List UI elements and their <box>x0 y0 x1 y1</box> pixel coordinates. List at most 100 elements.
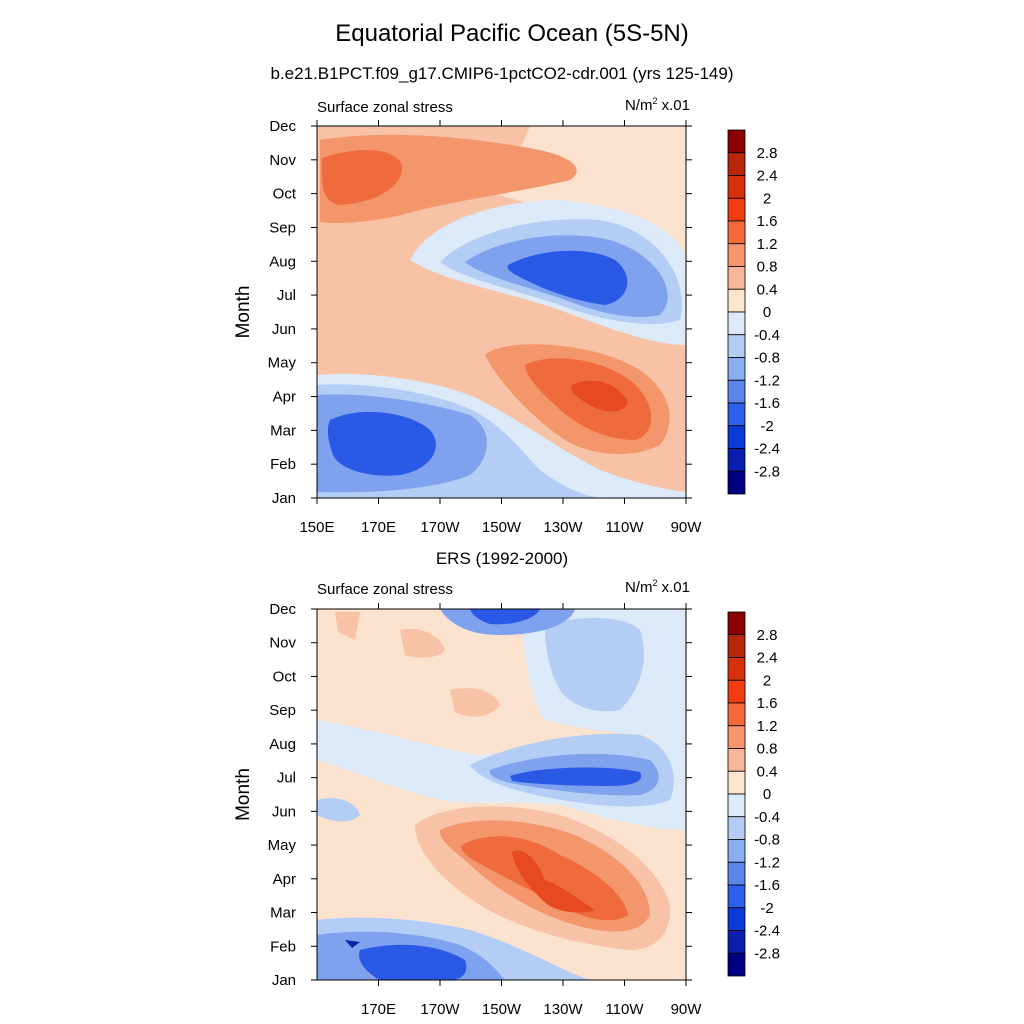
colorbar-swatch <box>727 839 746 863</box>
y-tick-label: Mar <box>270 422 296 439</box>
colorbar-label: 0 <box>763 786 771 803</box>
colorbar-swatch <box>727 770 746 795</box>
colorbar-swatch <box>727 930 746 954</box>
colorbar-swatch <box>727 129 746 154</box>
y-tick-label: Apr <box>273 389 296 406</box>
panel2-neg-bottom-core <box>359 944 467 980</box>
colorbar-label: -1.6 <box>754 395 780 412</box>
y-tick-label: Jan <box>272 490 296 507</box>
panel2-pos-core <box>512 850 595 913</box>
y-tick-label: Jul <box>277 287 296 304</box>
colorbar-swatch <box>727 907 746 931</box>
colorbar-swatch <box>727 220 746 245</box>
y-tick-label: Mar <box>270 905 296 922</box>
panel2-neg-bottom-spot <box>345 940 360 948</box>
colorbar-swatch <box>727 357 746 381</box>
y-tick-label: Oct <box>273 668 297 685</box>
colorbar-swatch <box>727 311 746 336</box>
colorbar-swatch <box>727 379 746 404</box>
y-axis-label: Month <box>233 768 254 821</box>
colorbar-label: -0.8 <box>754 832 780 849</box>
colorbar-label: 1.6 <box>757 213 778 230</box>
y-tick-label: Aug <box>269 736 296 753</box>
colorbar-swatch <box>727 861 746 886</box>
panel2-colorbar: 2.8 2.4 2 1.6 1.2 0.8 0.4 0 -0.4 -0.8 -1.2 -1.6 -2 -2… <box>727 611 780 977</box>
x-tick-label: 130W <box>543 519 583 536</box>
y-tick-label: Feb <box>270 456 296 473</box>
y-tick-label: Aug <box>269 253 296 270</box>
y-tick-label: Nov <box>269 635 296 652</box>
colorbar-swatch <box>727 470 746 495</box>
panel2-neg-patch <box>317 798 360 822</box>
x-tick-label: 130W <box>543 1001 583 1018</box>
panel2-neg-upper-mid <box>545 618 644 712</box>
colorbar-swatch <box>727 197 746 222</box>
x-tick-label: 150W <box>482 519 522 536</box>
x-tick-label: 90W <box>671 1001 703 1018</box>
colorbar-label: 1.2 <box>757 236 778 253</box>
panel1-contour-field <box>317 126 686 498</box>
y-tick-label: Jan <box>272 972 296 989</box>
y-tick-label: Feb <box>270 938 296 955</box>
panel2-neg-jul-core <box>510 767 642 786</box>
x-tick-label: 170E <box>361 1001 396 1018</box>
colorbar-swatch <box>727 611 746 636</box>
y-tick-label: May <box>268 355 297 372</box>
colorbar-label: -2.8 <box>754 463 780 480</box>
y-tick-label: Apr <box>273 871 296 888</box>
colorbar-label: 1.2 <box>757 718 778 735</box>
colorbar-label: 0 <box>763 304 771 321</box>
colorbar-swatch <box>727 402 746 427</box>
colorbar-label: 0.8 <box>757 741 778 758</box>
colorbar-label: -0.8 <box>754 350 780 367</box>
y-axis-label: Month <box>233 286 254 339</box>
panel1-pos-core-upper <box>321 149 403 205</box>
colorbar-label: 2.8 <box>757 627 778 644</box>
y-tick-label: May <box>268 837 297 854</box>
colorbar-swatch <box>727 816 746 840</box>
y-tick-label: Oct <box>273 186 297 203</box>
panel1-axes: Jan Feb Mar Apr May Jun Jul Aug Sep Oct Nov Dec Mont… <box>233 118 702 536</box>
x-tick-label: 150E <box>299 519 334 536</box>
colorbar-swatch <box>727 425 746 449</box>
colorbar-label: -1.2 <box>754 372 780 389</box>
x-tick-label: 170E <box>361 519 396 536</box>
figure-title: Equatorial Pacific Ocean (5S-5N) <box>335 20 689 47</box>
x-tick-label: 150W <box>482 1001 522 1018</box>
colorbar-label: -1.6 <box>754 877 780 894</box>
colorbar-label: -2.4 <box>754 923 780 940</box>
colorbar-swatch <box>727 748 746 772</box>
y-tick-label: Sep <box>269 702 296 719</box>
colorbar-label: -1.2 <box>754 854 780 871</box>
panel2-pos-patch <box>450 688 500 717</box>
figure-subtitle: b.e21.B1PCT.f09_g17.CMIP6-1pctCO2-cdr.00… <box>270 64 734 83</box>
colorbar-label: 2.4 <box>757 650 778 667</box>
panel2-left-string: Surface zonal stress <box>317 581 453 598</box>
colorbar-label: -0.4 <box>754 809 780 826</box>
colorbar-label: 2 <box>763 672 771 689</box>
y-tick-label: Dec <box>269 118 296 135</box>
colorbar-swatch <box>727 152 746 176</box>
colorbar-label: -0.4 <box>754 327 780 344</box>
panel2-contour-field <box>317 609 686 980</box>
x-tick-label: 170W <box>420 519 460 536</box>
panel2-pos-patch <box>400 628 445 658</box>
colorbar-label: -2 <box>760 418 773 435</box>
y-tick-label: Sep <box>269 219 296 236</box>
colorbar-swatch <box>727 702 746 727</box>
x-tick-label: 110W <box>605 519 644 536</box>
colorbar-swatch <box>727 634 746 658</box>
panel2-pos-lobe-inner <box>461 836 628 921</box>
panel2-pos-patch <box>335 612 360 640</box>
colorbar-label: 1.6 <box>757 695 778 712</box>
colorbar-label: 0.4 <box>757 281 778 298</box>
colorbar-swatch <box>727 657 746 681</box>
colorbar-label: 0.4 <box>757 763 778 780</box>
colorbar-swatch <box>727 175 746 199</box>
colorbar-swatch <box>727 952 746 977</box>
colorbar-label: 2.4 <box>757 168 778 185</box>
x-tick-label: 170W <box>420 1001 460 1018</box>
x-tick-label: 90W <box>671 519 703 536</box>
panel1-colorbar: 2.8 2.4 2 1.6 1.2 0.8 0.4 0 -0.4 -0.8 -1.2 -1.6 -2 -2… <box>727 129 780 495</box>
